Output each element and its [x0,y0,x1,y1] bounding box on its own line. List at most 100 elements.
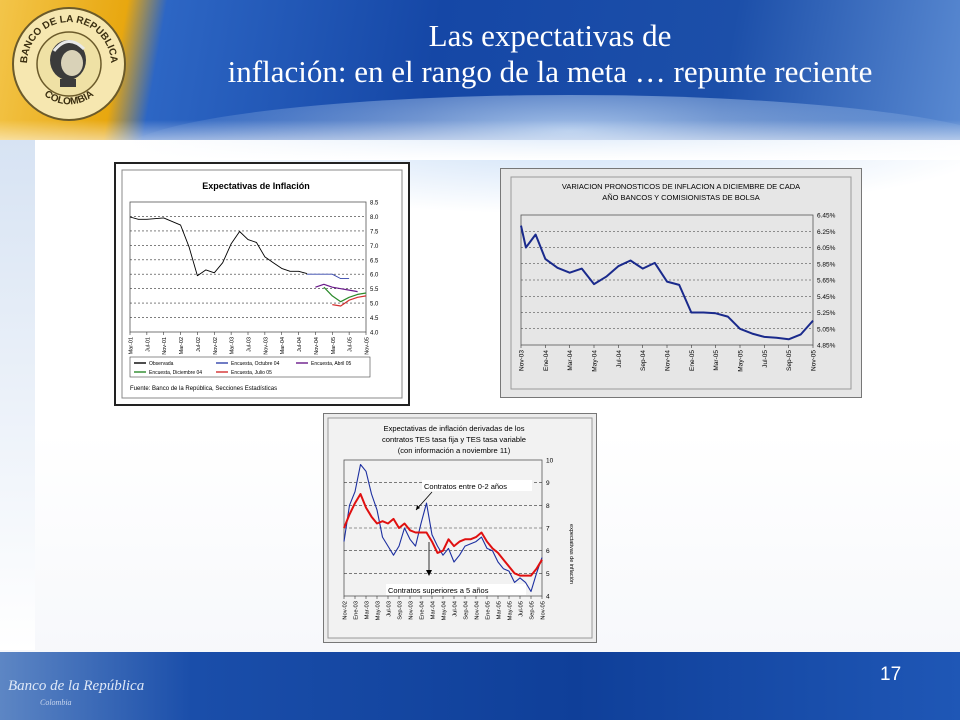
left-band [0,140,35,650]
chart-1-title: Expectativas de Inflación [202,181,310,191]
c3-x-tick-label: Sep-05 [530,601,536,620]
c3-series-line-0 [343,463,543,593]
bank-seal-logo: BANCO DE LA REPUBLICA COLOMBIA [12,7,126,121]
c1-y-tick-label: 4.5 [370,316,379,322]
c1-x-tick-label: Nov-05 [365,337,371,355]
chart-1-legend: Observada Encuesta, Octubre 04 Encuesta, A… [129,356,371,378]
c2-y-tick-label: 5.25% [817,310,836,317]
c3-x-tick-label: Mar-04 [431,600,437,619]
c1-x-tick-label: Nov-03 [263,337,269,355]
page-number: 17 [880,664,902,685]
chart-2-title-line-1: VARIACION PRONOSTICOS DE INFLACION A DIC… [562,182,800,191]
c1-x-tick-label: Jul-01 [145,337,151,352]
chart-1-legend-label: Encuesta, Julio 05 [231,370,272,376]
chart-3-series [343,463,543,593]
c1-x-tick-label: Jul-02 [196,337,202,352]
c1-x-tick-label: Jul-05 [348,337,354,352]
chart-svg-3: Expectativas de inflación derivadas de l… [327,417,593,639]
slide-title-line-2: inflación: en el rango de la meta … repu… [227,54,873,89]
c2-x-tick-label: Jul-05 [762,350,769,368]
chart-svg-1: Expectativas de Inflación 8.5 8.0 7.5 7.0 6.… [121,169,403,399]
c1-y-tick-label: 6.5 [370,258,379,264]
c1-x-tick-label: Nov-04 [314,337,320,355]
slide-title-line-1: Las expectativas de [428,18,672,53]
c1-x-tick-label: Mar-03 [230,337,236,354]
c1-y-tick-label: 6.0 [370,273,379,279]
seal-head-icon [50,40,86,87]
seal-bottom-text: COLOMBIA [42,89,96,108]
chart-1-gridlines [129,201,367,333]
svg-text:Contratos superiores a 5 años: Contratos superiores a 5 años [388,586,489,595]
c2-x-tick-label: Ene-04 [543,350,550,371]
c3-series-line-1 [343,493,543,577]
svg-text:Contratos entre 0-2 años: Contratos entre 0-2 años [424,482,507,491]
chart-3-title-line-2: contratos TES tasa fija y TES tasa varia… [382,435,526,444]
chart-1-source: Fuente: Banco de la República, Secciones… [130,386,277,392]
c3-y-tick-label: 8 [546,503,550,510]
c2-y-tick-label: 6.25% [817,229,836,236]
c3-y-tick-label: 9 [546,480,550,487]
c3-x-tick-label: Mar-03 [365,601,371,619]
c2-x-tick-label: Ene-05 [689,350,696,371]
chart-3-y-axis: 10 9 8 7 6 5 4 [546,458,554,601]
c2-y-tick-label: 5.05% [817,326,836,333]
c3-x-tick-label: May-05 [508,601,514,620]
c1-x-tick-label: Nov-01 [162,337,168,355]
chart-2-y-axis: 6.45% 6.25% 6.05% 5.85% 5.65% 5.45% 5.25% 5.05%… [817,213,836,350]
c3-x-tick-label: Jul-03 [387,601,393,617]
chart-3-title-line-3: (con información a noviembre 11) [398,446,511,455]
c1-series-line-4 [332,295,367,307]
chart-1-legend-label: Observada [149,361,174,367]
c2-y-tick-label: 5.65% [817,278,836,285]
c3-x-tick-label: Sep-04 [464,600,470,619]
c3-x-tick-label: Mar-05 [497,601,503,619]
c1-x-tick-label: Mar-01 [129,337,135,354]
slide-title: Las expectativas de inflación: en el ran… [150,18,950,90]
c1-x-tick-label: Jul-04 [297,337,303,352]
c1-series-line-2 [315,283,358,293]
chart-2-x-axis: Nov-03 Ene-04 Mar-04 May-04 Jul-04 Sep-04 Nov-… [519,345,818,372]
chart-1-y-axis: 8.5 8.0 7.5 7.0 6.5 6.0 5.5 5.0 4.5 4.0 [370,201,379,337]
chart-1-legend-label: Encuesta, Octubre 04 [231,361,280,367]
chart-2-title-line-2: AÑO BANCOS Y COMISIONISTAS DE BOLSA [602,193,760,202]
c2-y-tick-label: 6.05% [817,245,836,252]
chart-panel-inflation-expectations: Expectativas de Inflación 8.5 8.0 7.5 7.0 6.… [114,162,410,406]
chart-3-x-axis: Nov-02 Ene-03 Mar-03 May-03 Jul-03 Sep-03 Nov-… [343,596,547,620]
c3-x-tick-label: Ene-03 [354,601,360,620]
c3-x-tick-label: Nov-02 [343,601,349,620]
c1-x-tick-label: Nov-02 [213,337,219,355]
c3-y-tick-label: 10 [546,458,554,465]
chart-1-x-axis: Mar-01 Jul-01 Nov-01 Mar-02 Jul-02 Nov-02 Mar-… [129,332,371,355]
chart-2-series [520,225,814,341]
c2-y-tick-label: 4.85% [817,343,836,350]
c3-x-tick-label: Ene-04 [420,600,426,619]
footer-band [0,652,960,720]
chart-3-annotation-short: Contratos entre 0-2 años [415,480,532,511]
c3-x-tick-label: Nov-04 [475,600,481,619]
c2-x-tick-label: Sep-04 [640,350,647,371]
chart-svg-2: VARIACION PRONOSTICOS DE INFLACION A DIC… [510,176,852,390]
chart-3-ylabel: expectativas de inflación [568,524,574,584]
c2-y-tick-label: 5.85% [817,261,836,268]
c2-x-tick-label: Sep-05 [786,350,793,371]
c1-y-tick-label: 7.0 [370,244,379,250]
c2-y-tick-label: 5.45% [817,294,836,301]
c2-x-tick-label: Mar-05 [713,350,720,371]
c1-series-line-3 [323,286,367,303]
c3-y-tick-label: 5 [546,571,550,578]
c2-x-tick-label: May-04 [592,350,599,372]
c3-x-tick-label: May-03 [376,601,382,620]
chart-1-legend-label: Encuesta, Diciembre 04 [149,370,202,376]
c3-x-tick-label: Sep-03 [398,601,404,620]
c3-x-tick-label: Ene-05 [486,601,492,620]
c1-y-tick-label: 8.0 [370,215,379,221]
chart-panel-bank-forecasts: VARIACION PRONOSTICOS DE INFLACION A DIC… [500,168,862,398]
c3-x-tick-label: Jul-04 [453,600,459,617]
chart-1-legend-box [129,356,371,378]
c1-y-tick-label: 5.5 [370,287,379,293]
header-fade [0,120,960,160]
c1-y-tick-label: 5.0 [370,302,379,308]
c1-y-tick-label: 4.0 [370,331,379,337]
chart-panel-tes-expectations: Expectativas de inflación derivadas de l… [323,413,597,643]
